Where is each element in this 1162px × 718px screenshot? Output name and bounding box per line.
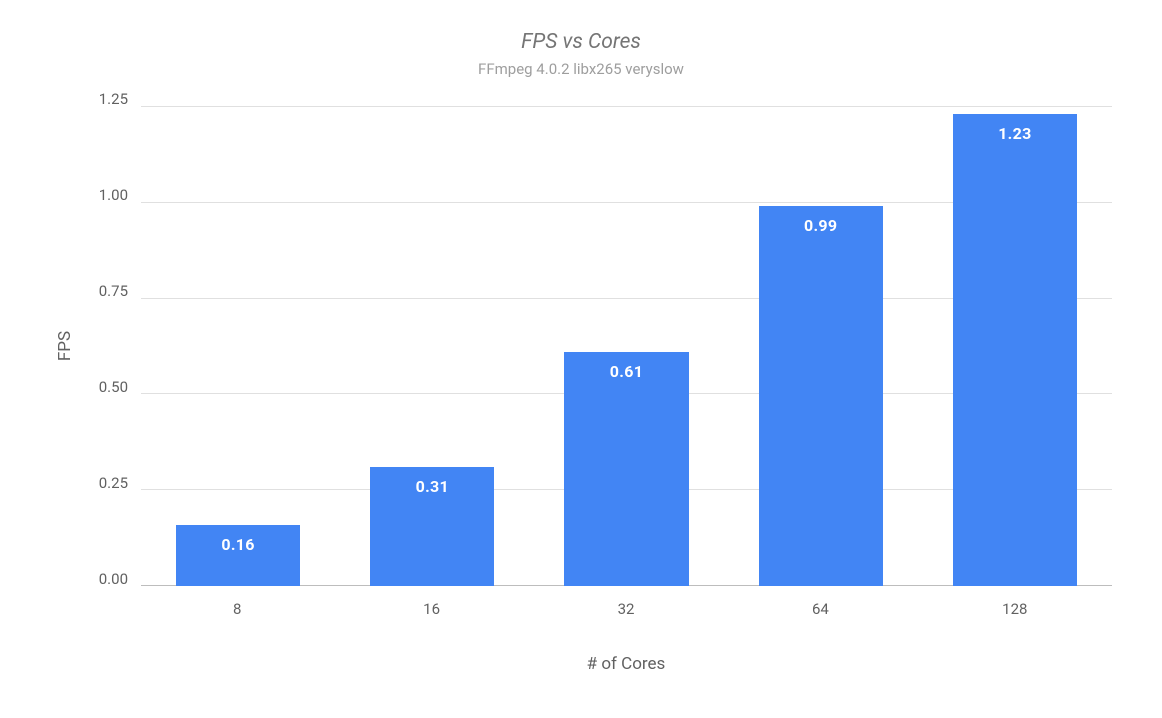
bar-slot: 0.16 — [141, 106, 335, 586]
x-axis-ticks: 8 16 32 64 128 — [140, 600, 1112, 618]
x-tick-label: 128 — [918, 600, 1112, 618]
bar-slot: 0.61 — [529, 106, 723, 586]
chart-subtitle: FFmpeg 4.0.2 libx265 veryslow — [50, 60, 1112, 78]
bar-value-label: 0.16 — [221, 535, 254, 554]
bar: 0.61 — [564, 352, 688, 586]
chart-container: FPS vs Cores FFmpeg 4.0.2 libx265 verysl… — [0, 0, 1162, 718]
x-tick-label: 8 — [140, 600, 334, 618]
bar-value-label: 0.61 — [610, 362, 643, 381]
chart-title: FPS vs Cores — [50, 30, 1112, 54]
y-tick-label: 0.75 — [99, 282, 128, 300]
y-axis-label: FPS — [55, 331, 75, 361]
y-tick-label: 1.25 — [99, 90, 128, 108]
plot-area: 0.16 0.31 0.61 0.99 — [140, 106, 1112, 586]
title-block: FPS vs Cores FFmpeg 4.0.2 libx265 verysl… — [50, 30, 1112, 78]
plot-row: FPS 1.25 1.00 0.75 0.50 0.25 0.00 0.1 — [50, 106, 1112, 586]
y-tick-label: 0.00 — [99, 570, 128, 588]
bar: 0.99 — [759, 206, 883, 586]
bar-value-label: 1.23 — [998, 124, 1031, 143]
bar-slot: 1.23 — [918, 106, 1112, 586]
y-tick-label: 0.50 — [99, 378, 128, 396]
bar-value-label: 0.99 — [804, 216, 837, 235]
bar: 0.31 — [370, 467, 494, 586]
y-tick-label: 1.00 — [99, 186, 128, 204]
x-tick-label: 32 — [529, 600, 723, 618]
bar: 1.23 — [953, 114, 1077, 586]
bar-slot: 0.31 — [335, 106, 529, 586]
bar: 0.16 — [176, 525, 300, 586]
bar-slot: 0.99 — [724, 106, 918, 586]
x-tick-label: 16 — [334, 600, 528, 618]
y-axis-ticks: 1.25 1.00 0.75 0.50 0.25 0.00 — [80, 106, 140, 586]
bar-value-label: 0.31 — [416, 477, 449, 496]
y-tick-label: 0.25 — [99, 474, 128, 492]
x-axis-label: # of Cores — [140, 654, 1112, 674]
x-tick-label: 64 — [723, 600, 917, 618]
bars-group: 0.16 0.31 0.61 0.99 — [141, 106, 1112, 586]
y-axis-label-wrap: FPS — [50, 106, 80, 586]
